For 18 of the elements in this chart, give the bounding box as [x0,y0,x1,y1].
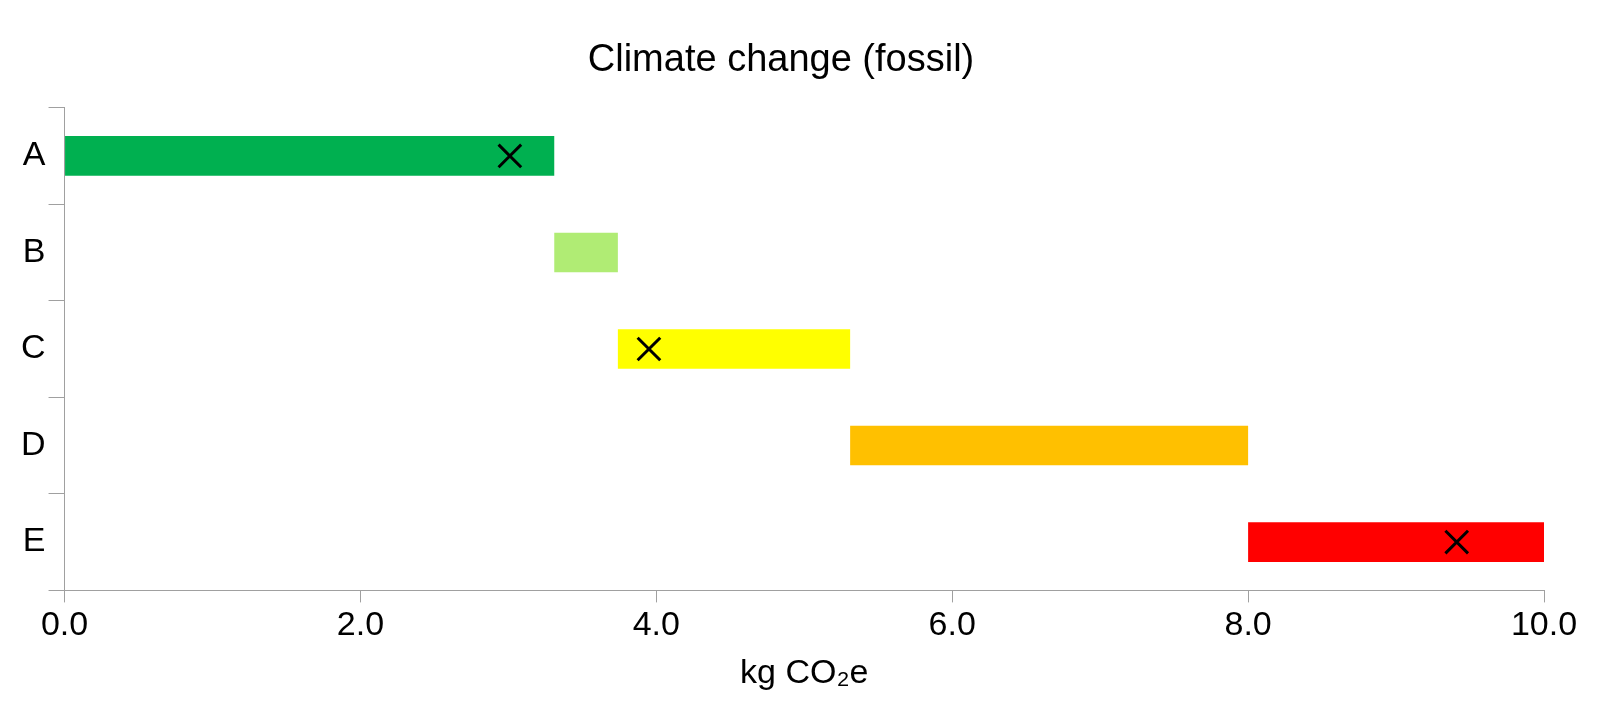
bar [554,232,618,273]
y-tick-label: D [20,423,46,462]
bar [850,425,1249,466]
bar [65,136,555,176]
bar [1248,522,1544,562]
x-tick-label: 10.0 [1510,604,1578,643]
x-axis-title: kg CO₂e [740,651,869,690]
x-tick-label: 2.0 [336,604,385,643]
x-tick-label: 4.0 [632,604,680,643]
x-tick-label: 0.0 [40,604,89,643]
y-tick-label: B [22,230,46,269]
x-tick-label: 8.0 [1224,604,1272,643]
x-tick-label: 6.0 [928,604,976,643]
chart-title: Climate change (fossil) [587,37,975,80]
y-tick-label: C [20,327,46,366]
y-tick-label: A [22,134,46,173]
bar [617,329,851,369]
y-tick-label: E [22,520,46,559]
